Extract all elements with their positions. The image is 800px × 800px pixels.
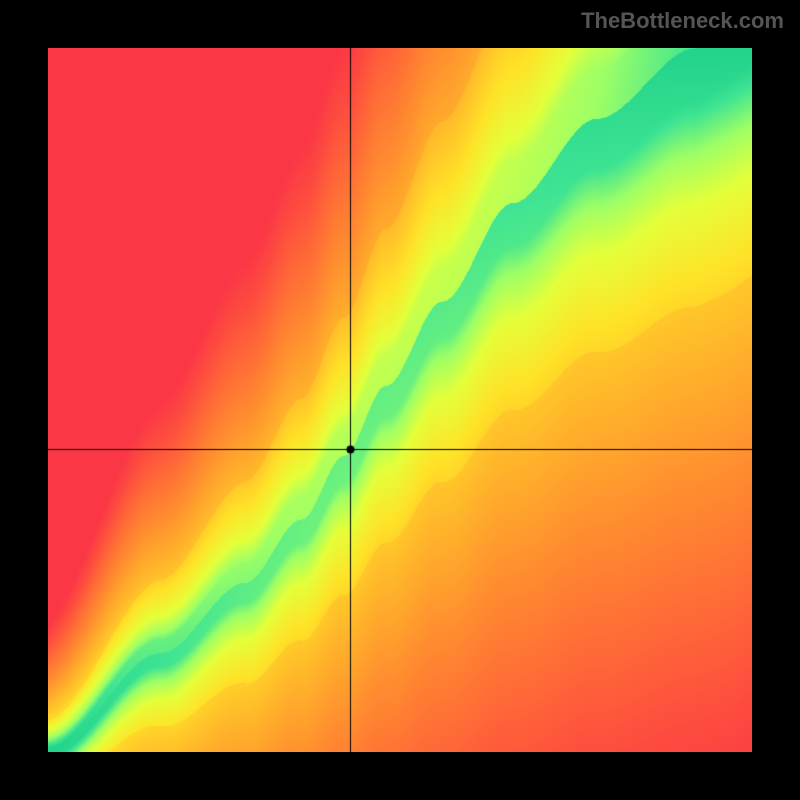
watermark-label: TheBottleneck.com xyxy=(581,8,784,34)
plot-area xyxy=(48,48,752,752)
chart-container: TheBottleneck.com xyxy=(0,0,800,800)
heatmap-canvas xyxy=(48,48,752,752)
